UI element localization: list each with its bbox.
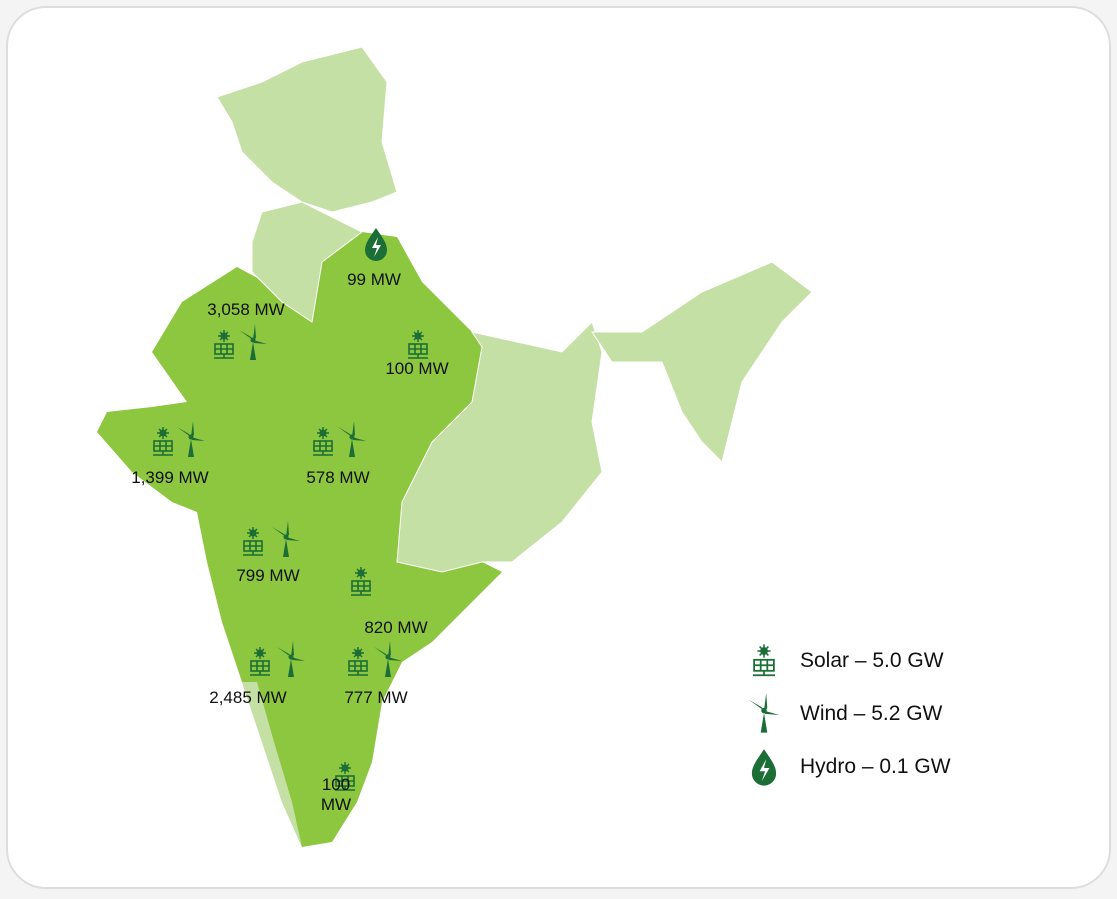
region-northeast [591,261,813,463]
region-label: 1,399 MW [131,468,209,487]
region-label: 799 MW [236,566,300,585]
region-label: 2,485 MW [209,688,287,707]
region-label: 3,058 MW [207,300,285,319]
wind-icon [748,693,780,733]
region-label: 100 MW [385,359,449,378]
region-main [97,232,502,847]
region-label: 99 MW [347,270,401,289]
legend-label: Solar – 5.0 GW [800,649,944,672]
solar-icon [752,643,776,677]
map-card: 99 MW 3,058 MW 100 MW 1,399 MW 578 MW 799 MW 8… [6,6,1111,889]
legend-label: Hydro – 0.1 GW [800,755,951,778]
region-north [216,46,398,213]
region-label: 100 MW [320,775,352,814]
region-label: 777 MW [344,688,408,707]
region-label: 578 MW [306,468,370,487]
legend-label: Wind – 5.2 GW [800,702,943,725]
region-southwest [242,682,302,847]
region-northwest [251,201,363,323]
map [97,46,813,847]
hydro-icon [751,749,777,786]
region-label: 820 MW [364,618,428,637]
